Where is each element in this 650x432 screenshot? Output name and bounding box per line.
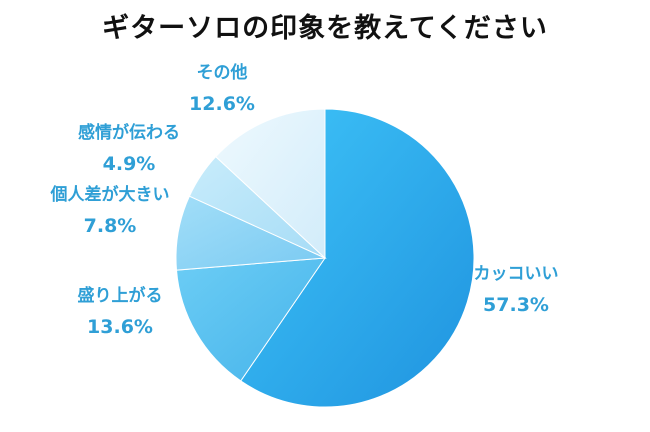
slice-name: 盛り上がる [77, 286, 163, 306]
pie-slice-kakkoii [240, 108, 475, 408]
slice-label-moriagaru: 盛り上がる 13.6% [60, 288, 180, 337]
slice-percent: 57.3% [483, 294, 549, 316]
pie-slice-sonota [215, 108, 326, 260]
slice-label-kojinsa: 個人差が大きい 7.8% [30, 187, 190, 236]
pie-slice-moriagaru [175, 257, 327, 382]
slice-name: 個人差が大きい [50, 185, 170, 205]
slice-percent: 12.6% [189, 93, 255, 115]
slice-label-kakkoii: カッコいい 57.3% [468, 266, 564, 315]
slice-name: 感情が伝わる [78, 123, 180, 143]
slice-name: その他 [196, 63, 248, 83]
slice-name: カッコいい [473, 264, 559, 284]
slice-label-kanjou: 感情が伝わる 4.9% [54, 125, 204, 174]
slice-percent: 4.9% [102, 153, 156, 175]
chart-title: ギターソロの印象を教えてください [102, 13, 548, 44]
slice-label-sonota: その他 12.6% [167, 65, 277, 114]
slice-percent: 13.6% [87, 316, 153, 338]
slice-percent: 7.8% [83, 215, 137, 237]
